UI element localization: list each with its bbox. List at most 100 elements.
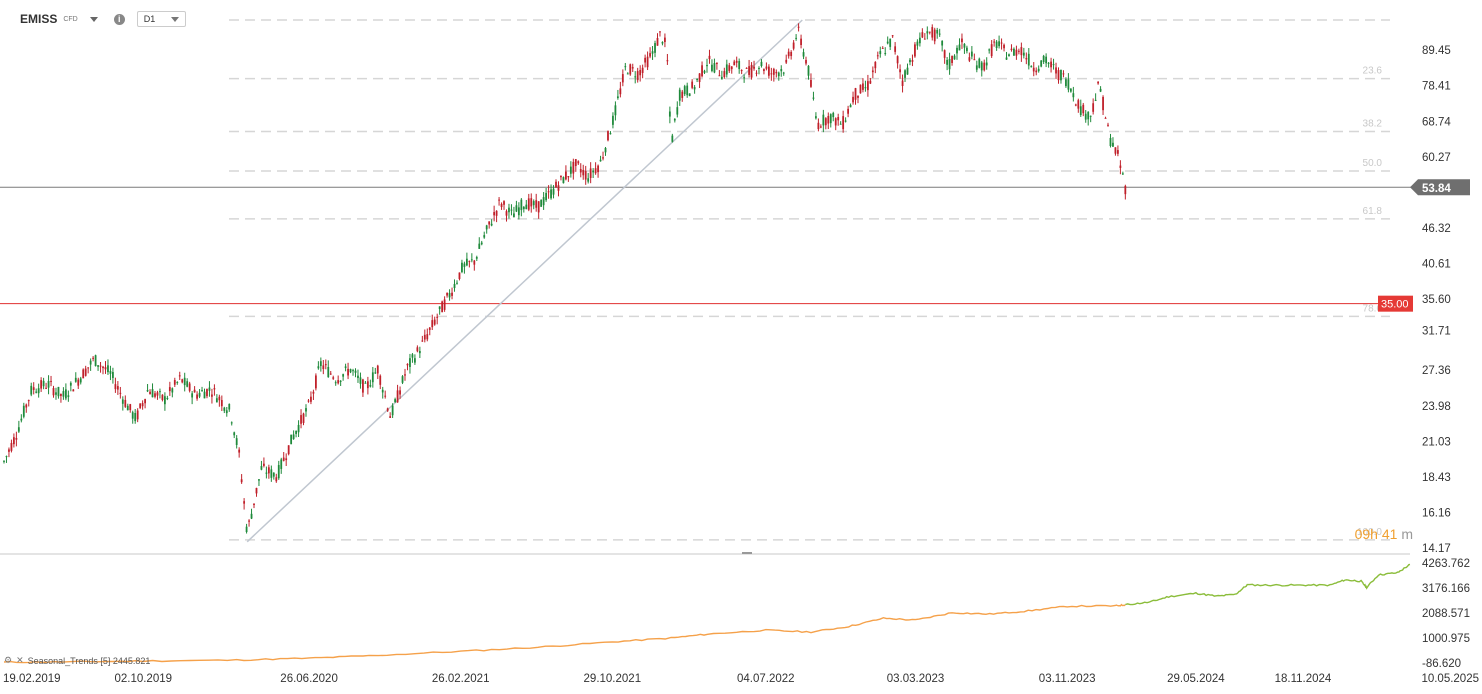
- close-icon[interactable]: ✕: [16, 655, 24, 665]
- candle-body: [1112, 142, 1114, 147]
- settings-icon[interactable]: ⚙: [4, 655, 13, 665]
- pane-resize-handle[interactable]: [742, 552, 752, 554]
- candle-body: [404, 374, 406, 376]
- candle-body: [815, 116, 817, 119]
- candle-body: [963, 43, 966, 48]
- candle-body: [698, 73, 701, 83]
- symbol-dropdown-icon[interactable]: [89, 16, 98, 22]
- candle-body: [505, 211, 508, 216]
- candle-body: [956, 47, 958, 54]
- candle-body: [465, 258, 468, 266]
- candle-body: [644, 57, 647, 63]
- candle-body: [151, 389, 154, 398]
- candle-body: [396, 390, 399, 403]
- candle-body: [829, 114, 832, 124]
- fib-level-label: 23.6: [1363, 66, 1383, 77]
- candle-body: [102, 366, 104, 369]
- candle-body: [17, 427, 20, 432]
- candle-body: [339, 380, 342, 382]
- candle-body: [488, 221, 491, 225]
- candle-body: [921, 32, 924, 38]
- candle-body: [206, 389, 208, 397]
- candle-body: [740, 70, 743, 72]
- candle-body: [854, 88, 857, 100]
- candle-body: [988, 49, 991, 51]
- candle-body: [906, 67, 909, 75]
- candle-body: [819, 126, 822, 128]
- fib-level-label: 100.0: [1357, 527, 1382, 538]
- candle-body: [15, 437, 18, 440]
- candle-body: [305, 408, 307, 412]
- candle-body: [936, 29, 939, 34]
- candle-body: [966, 47, 968, 52]
- candle-body: [297, 424, 300, 433]
- candle-body: [745, 67, 748, 69]
- candle-body: [668, 111, 671, 117]
- candle-body: [183, 377, 186, 386]
- candle-body: [1022, 52, 1025, 56]
- candle-body: [1020, 47, 1023, 56]
- candle-body: [649, 53, 651, 57]
- candle-body: [569, 166, 572, 174]
- candle-body: [1092, 103, 1095, 112]
- candle-body: [418, 351, 421, 354]
- candle-body: [198, 392, 201, 397]
- candle-body: [664, 37, 666, 43]
- candle-body: [203, 391, 206, 399]
- candle-body: [446, 292, 448, 296]
- symbol-name[interactable]: EMISS: [20, 12, 58, 26]
- candle-body: [1042, 55, 1045, 62]
- candle-body: [891, 35, 894, 37]
- candle-body: [718, 75, 721, 77]
- y-tick-label: 89.45: [1422, 45, 1451, 57]
- candle-body: [35, 391, 38, 393]
- candle-body: [671, 135, 674, 142]
- candle-body: [22, 405, 25, 417]
- candle-body: [782, 72, 785, 74]
- candle-body: [1104, 117, 1107, 119]
- candle-body: [493, 212, 496, 216]
- candle-body: [1079, 106, 1082, 116]
- candle-body: [797, 26, 800, 28]
- candle-body: [480, 242, 483, 245]
- candle-body: [970, 51, 973, 57]
- candle-body: [567, 176, 570, 178]
- candle-body: [629, 64, 632, 75]
- candle-body: [881, 47, 884, 49]
- candle-body: [1069, 88, 1072, 92]
- candle-body: [631, 67, 634, 69]
- indicator-label: Seasonal_Trends [5] 2445.821: [27, 655, 151, 666]
- candle-body: [401, 376, 404, 383]
- candle-body: [389, 416, 392, 418]
- info-icon[interactable]: i: [113, 13, 125, 25]
- candle-body: [550, 189, 552, 199]
- candle-body: [1010, 48, 1013, 50]
- candle-body: [1017, 50, 1020, 52]
- candle-body: [943, 50, 946, 58]
- x-tick-label: 19.02.2019: [3, 673, 61, 685]
- candle-body: [300, 415, 302, 424]
- candle-body: [124, 399, 127, 407]
- candle-body: [584, 171, 587, 180]
- candle-body: [238, 449, 241, 453]
- candle-body: [453, 283, 456, 289]
- candle-body: [1050, 61, 1052, 68]
- candle-body: [785, 59, 788, 63]
- candle-body: [602, 157, 604, 159]
- candle-body: [468, 260, 471, 262]
- candle-body: [748, 66, 750, 75]
- candle-body: [1102, 96, 1104, 111]
- candle-body: [126, 405, 129, 411]
- candle-body: [975, 65, 978, 70]
- candle-body: [688, 93, 691, 97]
- candle-body: [40, 380, 43, 389]
- candle-body: [332, 377, 335, 379]
- candle-body: [701, 65, 703, 77]
- candle-body: [42, 380, 45, 387]
- timeframe-select[interactable]: D1: [136, 11, 187, 27]
- x-tick-label: 29.05.2024: [1167, 673, 1225, 685]
- candle-body: [290, 434, 293, 445]
- candle-body: [961, 38, 963, 43]
- candle-body: [1005, 57, 1008, 60]
